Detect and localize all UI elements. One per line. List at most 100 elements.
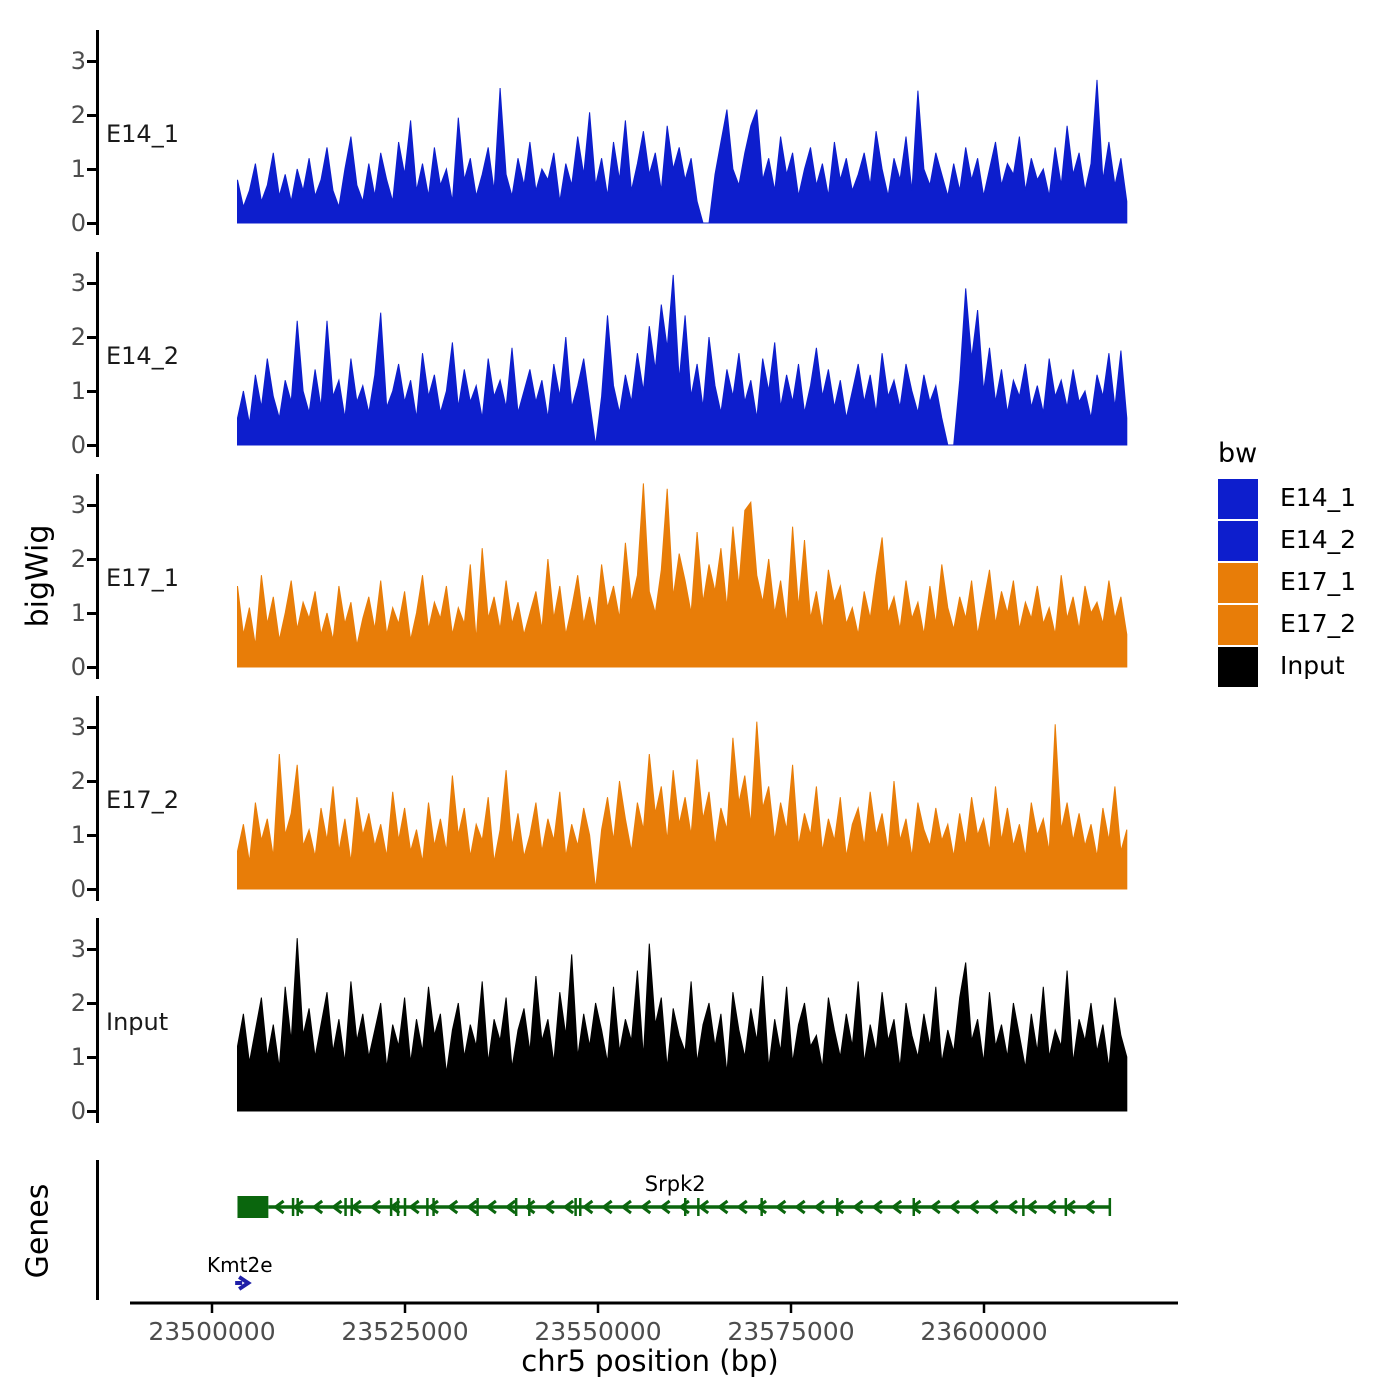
gene-srpk2-strand-arrow-icon	[562, 1199, 574, 1215]
track-label: Input	[106, 1008, 169, 1036]
y-tick-label: 1	[70, 821, 86, 849]
track-label: E14_1	[106, 120, 179, 148]
gene-srpk2-strand-arrow-icon	[967, 1199, 980, 1215]
y-axis-line	[96, 30, 99, 235]
legend-item-label: Input	[1280, 651, 1345, 680]
coverage-polygon	[237, 274, 1128, 446]
legend-item-E14_1: E14_1	[1218, 479, 1358, 521]
legend-item-Input: Input	[1218, 647, 1358, 689]
y-tick-label: 2	[70, 989, 86, 1017]
legend-swatch	[1218, 605, 1258, 645]
x-tick-label: 23500000	[148, 1317, 275, 1346]
y-axis-line	[96, 252, 99, 457]
y-tick-label: 1	[70, 377, 86, 405]
track-panel-E14_2: 0 1 2 3 E14_2	[60, 252, 1180, 459]
gene-srpk2-strand-arrow-icon	[1064, 1199, 1076, 1215]
gene-srpk2-strand-arrow-icon	[890, 1199, 903, 1215]
y-tick-label: 2	[70, 767, 86, 795]
coverage-polygon	[237, 938, 1128, 1112]
coverage-area-E14_1	[237, 79, 1128, 224]
legend-swatch	[1218, 563, 1258, 603]
legend-items: E14_1 E14_2 E17_1 E17_2 Input	[1218, 479, 1358, 689]
gene-srpk2-strand-arrow-icon	[601, 1199, 613, 1215]
coverage-area-Input	[237, 938, 1128, 1112]
y-tick	[87, 887, 96, 891]
x-tick-label: 23600000	[920, 1317, 1047, 1346]
gene-srpk2-strand-arrow-icon	[292, 1199, 304, 1215]
genes-panel: Srpk2 Kmt2e	[60, 1160, 1180, 1300]
y-tick-label: 1	[70, 1043, 86, 1071]
legend-item-label: E14_2	[1280, 525, 1357, 554]
gene-srpk2-strand-arrow-icon	[581, 1199, 594, 1215]
y-tick	[87, 389, 96, 393]
legend-item-label: E17_1	[1280, 567, 1357, 596]
gene-srpk2-strand-arrow-icon	[1045, 1199, 1057, 1215]
y-tick-label: 1	[70, 599, 86, 627]
coverage-polygon	[237, 79, 1128, 224]
track-panel-Input: 0 1 2 3 Input	[60, 918, 1180, 1125]
y-tick	[87, 281, 96, 285]
gene-srpk2-strand-arrow-icon	[774, 1199, 787, 1215]
y-tick-label: 3	[70, 713, 86, 741]
legend-swatch	[1218, 647, 1258, 687]
y-axis-title: bigWig	[20, 524, 56, 628]
gene-srpk2-strand-arrow-icon	[620, 1199, 632, 1215]
y-tick	[87, 725, 96, 729]
genes-axis-title: Genes	[20, 1183, 56, 1279]
y-axis-line	[96, 696, 99, 901]
legend-swatch	[1218, 521, 1258, 561]
gene-srpk2-strand-arrow-icon	[331, 1199, 343, 1215]
gene-srpk2-strand-arrow-icon	[948, 1199, 960, 1215]
gene-srpk2-strand-arrow-icon	[813, 1199, 825, 1215]
gene-srpk2-strand-arrow-icon	[929, 1199, 941, 1215]
gene-srpk2-strand-arrow-icon	[485, 1199, 497, 1215]
track-panel-E14_1: 0 1 2 3 E14_1	[60, 30, 1180, 237]
gene-srpk2-strand-arrow-icon	[1025, 1199, 1038, 1215]
legend-swatch	[1218, 479, 1258, 519]
gene-srpk2-strand-arrow-icon	[697, 1199, 710, 1215]
legend-item-E17_2: E17_2	[1218, 605, 1358, 647]
legend-title: bw	[1218, 438, 1258, 469]
y-tick-label: 3	[70, 491, 86, 519]
y-axis-line	[96, 474, 99, 679]
y-tick-label: 2	[70, 323, 86, 351]
gene-srpk2-strand-arrow-icon	[717, 1199, 729, 1215]
gene-srpk2-strand-arrow-icon	[755, 1199, 767, 1215]
y-tick	[87, 947, 96, 951]
gene-srpk2-strand-arrow-icon	[1083, 1199, 1096, 1215]
x-tick-label: 23550000	[534, 1317, 661, 1346]
y-tick	[87, 779, 96, 783]
gene-srpk2-strand-arrow-icon	[408, 1199, 420, 1215]
y-tick	[87, 503, 96, 507]
y-tick	[87, 59, 96, 63]
legend: bw E14_1 E14_2 E17_1 E17_2 Input	[1218, 438, 1358, 689]
x-tick-label: 23525000	[341, 1317, 468, 1346]
y-tick	[87, 611, 96, 615]
y-tick-label: 3	[70, 47, 86, 75]
gene-srpk2-strand-arrow-icon	[466, 1199, 478, 1215]
track-label: E17_1	[106, 564, 179, 592]
gene-srpk2-strand-arrow-icon	[678, 1199, 690, 1215]
gene-srpk2-strand-arrow-icon	[1006, 1199, 1018, 1215]
gene-srpk2-strand-arrow-icon	[446, 1199, 459, 1215]
y-tick	[87, 1001, 96, 1005]
gene-srpk2-strand-arrow-icon	[311, 1199, 324, 1215]
gene-kmt2e-arrow-icon	[235, 1275, 252, 1291]
track-label: E17_2	[106, 786, 179, 814]
gene-srpk2-strand-arrow-icon	[736, 1199, 748, 1215]
legend-item-E17_1: E17_1	[1218, 563, 1358, 605]
gene-srpk2-strand-arrow-icon	[273, 1199, 285, 1215]
y-tick-label: 3	[70, 935, 86, 963]
gene-kmt2e-label: Kmt2e	[207, 1253, 272, 1277]
gene-srpk2-strand-arrow-icon	[794, 1199, 806, 1215]
y-tick-label: 2	[70, 545, 86, 573]
gene-srpk2-label: Srpk2	[645, 1172, 706, 1196]
y-tick	[87, 167, 96, 171]
coverage-area-E17_1	[237, 483, 1128, 668]
y-axis-line	[96, 918, 99, 1123]
y-tick	[87, 221, 96, 225]
y-tick	[87, 1109, 96, 1113]
coverage-polygon	[237, 721, 1128, 890]
y-tick-label: 0	[70, 209, 86, 237]
y-tick-label: 0	[70, 431, 86, 459]
